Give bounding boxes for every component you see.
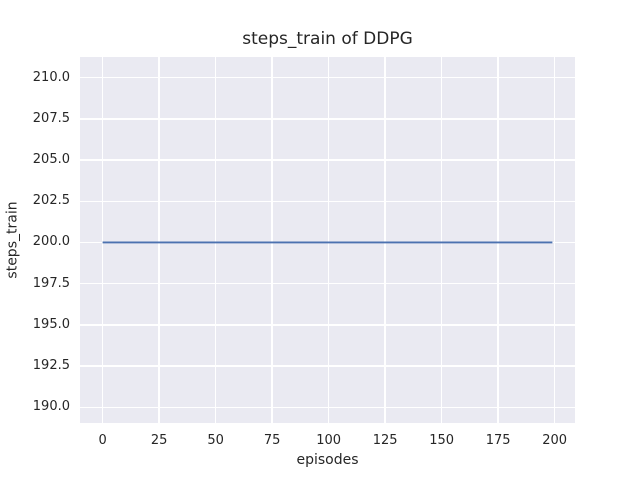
y-gridline: [80, 76, 575, 79]
y-tick-label: 202.5: [32, 193, 70, 209]
y-gridline: [80, 324, 575, 326]
x-gridline: [497, 57, 499, 423]
x-gridline: [271, 57, 273, 423]
y-gridline: [80, 406, 575, 409]
x-gridline: [101, 57, 104, 423]
x-tick-label: 0: [98, 433, 107, 448]
x-tick-label: 50: [207, 433, 224, 448]
y-gridline: [80, 365, 575, 367]
plot-area: [80, 57, 575, 423]
x-tick-label: 125: [372, 433, 398, 448]
y-tick-label: 192.5: [32, 358, 70, 374]
y-gridline: [80, 118, 575, 120]
x-tick-label: 75: [263, 433, 281, 448]
x-gridline: [384, 57, 386, 423]
y-tick-label: 207.5: [32, 110, 70, 126]
y-gridline: [80, 200, 575, 202]
y-gridline: [80, 282, 575, 285]
chart-title: steps_train of DDPG: [242, 29, 413, 49]
x-tick-label: 175: [485, 433, 511, 448]
y-tick-label: 205.0: [32, 152, 70, 168]
x-tick-label: 150: [429, 433, 455, 448]
x-tick-label: 25: [150, 433, 168, 448]
y-gridline: [80, 159, 575, 161]
y-tick-label: 195.0: [32, 316, 70, 332]
x-tick-label: 100: [316, 433, 342, 448]
x-gridline: [214, 57, 217, 423]
y-tick-label: 200.0: [32, 234, 70, 250]
y-tick-label: 197.5: [32, 275, 70, 291]
x-gridline: [158, 57, 160, 423]
y-tick-label: 190.0: [32, 399, 70, 415]
x-gridline: [327, 57, 330, 423]
x-gridline: [440, 57, 443, 423]
y-tick-label: 210.0: [32, 69, 70, 85]
x-tick-label: 200: [542, 433, 568, 448]
x-gridline: [553, 57, 556, 423]
x-axis-label: episodes: [296, 452, 359, 468]
series-layer: [102, 241, 553, 244]
